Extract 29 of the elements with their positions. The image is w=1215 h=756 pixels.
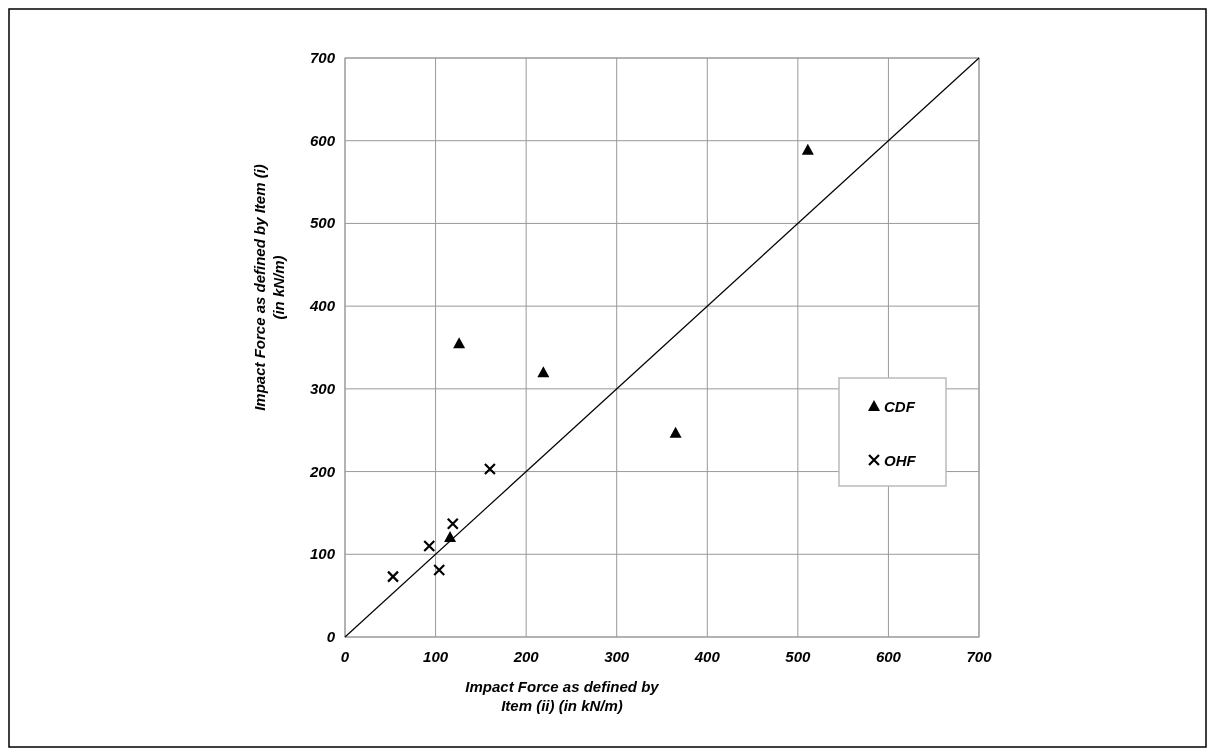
y-axis-title: Impact Force as defined by Item (i) (in kN/m) <box>251 164 287 411</box>
y-tick-label: 500 <box>309 214 336 232</box>
y-tick-label: 600 <box>309 131 336 149</box>
x-tick-label: 500 <box>785 648 812 665</box>
y-tick-label: 200 <box>308 462 336 480</box>
x-tick-label: 300 <box>604 648 630 665</box>
x-axis-title: Impact Force as defined by Item (ii) (in kN/m) <box>465 678 660 714</box>
x-tick-label: 400 <box>693 648 721 665</box>
point <box>801 143 814 155</box>
x-tick-label: 100 <box>423 648 449 665</box>
point <box>446 517 459 530</box>
y-tick-label: 0 <box>326 628 336 645</box>
x-tick-label: 600 <box>875 648 902 665</box>
point <box>483 462 497 476</box>
y-tick-label: 300 <box>309 379 336 397</box>
point <box>537 366 550 378</box>
point <box>423 539 436 553</box>
point <box>433 563 446 577</box>
x-tick-label: 700 <box>966 648 993 665</box>
point <box>453 337 466 349</box>
y-tick-label: 100 <box>309 545 336 563</box>
legend-label: OHF <box>884 452 917 469</box>
y-tick-label: 700 <box>309 49 336 66</box>
y-tick-label: 400 <box>308 297 336 315</box>
x-tick-label: 0 <box>340 648 350 665</box>
legend-label: CDF <box>884 398 916 415</box>
point <box>386 570 400 583</box>
x-tick-label: 200 <box>512 648 540 665</box>
point <box>669 426 682 438</box>
